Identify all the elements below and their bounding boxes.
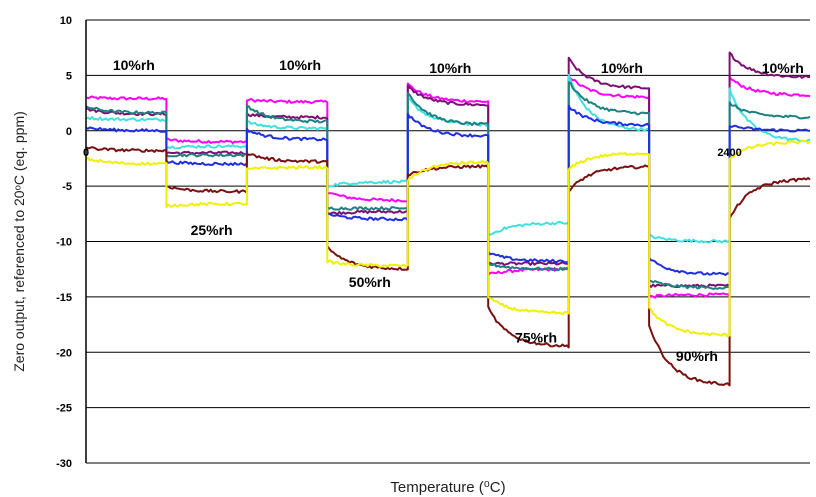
y-tick-label: -5 [62, 181, 72, 193]
series-line-4 [85, 81, 811, 290]
y-axis-label: Zero output, referenced to 20ᵒC (eq. ppm… [11, 111, 27, 372]
rh-annotation: 25%rh [191, 222, 233, 238]
rh-annotation: 10%rh [279, 57, 321, 73]
rh-annotation: 10%rh [601, 60, 643, 76]
series-line-1 [85, 75, 811, 299]
series-line-7 [85, 139, 811, 338]
y-tick-label: 0 [66, 126, 72, 138]
rh-annotation: 75%rh [515, 329, 557, 345]
rh-annotation: 10%rh [429, 60, 471, 76]
series-line-5 [85, 104, 811, 276]
y-tick-label: 5 [66, 70, 72, 82]
y-tick-label: -10 [56, 237, 72, 249]
y-tick-label: -30 [56, 458, 72, 470]
rh-annotation: 10%rh [762, 60, 804, 76]
series-line-2 [85, 51, 810, 289]
y-tick-labels: 10 5 0 -5 -10 -15 -20 -25 -30 [56, 15, 72, 470]
y-tick-label: 10 [60, 15, 72, 27]
series-line-6 [85, 146, 811, 387]
x-axis-label: Temperature (⁰C) [390, 479, 505, 496]
rh-annotation: 10%rh [113, 57, 155, 73]
rh-annotation: 90%rh [676, 348, 718, 364]
series-layer [85, 51, 811, 387]
y-tick-label: -25 [56, 403, 72, 415]
annotations: 10%rh 10%rh 10%rh 10%rh 10%rh 25%rh 50%rh 75%rh… [113, 57, 804, 364]
y-tick-label: -15 [56, 292, 72, 304]
grid-lines [86, 19, 810, 464]
rh-annotation: 50%rh [349, 274, 391, 290]
y-tick-label: -20 [56, 347, 72, 359]
x-tick-label: 2400 [717, 147, 741, 159]
